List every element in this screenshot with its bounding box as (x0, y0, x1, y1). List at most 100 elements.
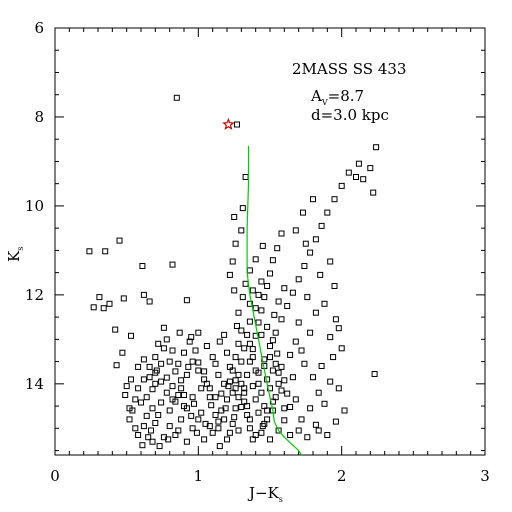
data-point (252, 256, 259, 263)
data-point (149, 405, 156, 412)
data-point (128, 332, 134, 339)
data-point (235, 371, 242, 378)
data-point (208, 402, 215, 409)
data-point (295, 276, 302, 283)
data-point (231, 414, 238, 421)
data-point (234, 323, 240, 329)
data-point (302, 240, 309, 247)
data-point (185, 363, 192, 370)
data-point (321, 300, 328, 307)
data-point (235, 309, 242, 316)
data-point (102, 248, 109, 255)
data-point (367, 165, 374, 172)
data-point (209, 354, 216, 361)
data-point (310, 374, 316, 381)
data-point (295, 427, 302, 434)
data-point (119, 349, 126, 356)
data-point (169, 383, 176, 390)
data-point (244, 331, 251, 338)
data-point (242, 174, 249, 180)
data-point (232, 354, 239, 361)
data-point (267, 343, 273, 349)
data-point (229, 258, 236, 265)
data-point (298, 347, 305, 354)
data-point (353, 174, 359, 180)
data-point (178, 377, 185, 384)
data-point (307, 329, 314, 336)
data-point (264, 323, 271, 330)
x-tick-label: 1 (194, 467, 204, 485)
data-point (192, 347, 199, 354)
data-point (300, 209, 306, 216)
data-point (272, 360, 279, 367)
y-axis-label: Ks (5, 247, 25, 262)
data-point (241, 389, 248, 396)
y-tick-label: 10 (25, 197, 44, 215)
data-points (86, 94, 380, 450)
data-point (246, 340, 253, 347)
data-point (135, 363, 142, 370)
data-point (189, 358, 196, 365)
data-point (275, 427, 282, 434)
data-point (195, 329, 202, 336)
data-point (139, 442, 146, 449)
data-point (226, 271, 233, 278)
data-point (287, 432, 294, 438)
data-point (338, 182, 345, 189)
data-point (246, 425, 253, 432)
data-point (232, 385, 239, 392)
data-point (216, 338, 223, 345)
data-point (149, 386, 156, 393)
data-point (267, 354, 273, 361)
data-point (139, 263, 146, 269)
data-point (166, 423, 173, 430)
data-point (172, 368, 179, 375)
data-point (156, 443, 163, 450)
data-point (304, 294, 311, 301)
data-point (332, 316, 339, 323)
data-point (307, 405, 314, 412)
data-point (100, 305, 107, 312)
axis-ticks (54, 27, 486, 455)
isochrone-line (246, 145, 303, 456)
data-point (330, 354, 337, 361)
data-point (158, 399, 165, 406)
data-point (176, 329, 183, 336)
y-tick-label: 8 (34, 108, 44, 126)
data-point (158, 360, 165, 367)
data-point (318, 363, 325, 369)
data-point (215, 371, 222, 378)
x-tick-labels: 0 1 2 3 (50, 467, 490, 485)
data-point (275, 369, 282, 376)
data-point (221, 380, 228, 387)
data-point (261, 420, 268, 427)
y-tick-label: 12 (25, 286, 44, 304)
data-point (246, 416, 253, 423)
data-point (255, 380, 262, 387)
data-point (274, 350, 281, 357)
data-point (163, 336, 170, 343)
data-point (160, 324, 167, 331)
data-point (238, 358, 245, 365)
data-point (143, 412, 150, 419)
x-tick-label: 2 (337, 467, 347, 485)
data-point (249, 287, 256, 294)
data-point (218, 390, 225, 397)
data-point (338, 345, 345, 352)
data-point (181, 392, 187, 398)
data-point (238, 227, 245, 234)
data-point (155, 412, 162, 418)
data-point (281, 377, 288, 384)
data-point (278, 387, 285, 394)
data-point (169, 396, 176, 403)
data-point (172, 432, 179, 438)
data-point (318, 222, 325, 229)
data-point (221, 416, 228, 423)
data-point (224, 436, 230, 443)
data-point (218, 407, 225, 414)
data-point (259, 242, 266, 249)
data-point (140, 291, 147, 298)
data-point (246, 300, 253, 307)
data-point (289, 289, 296, 296)
